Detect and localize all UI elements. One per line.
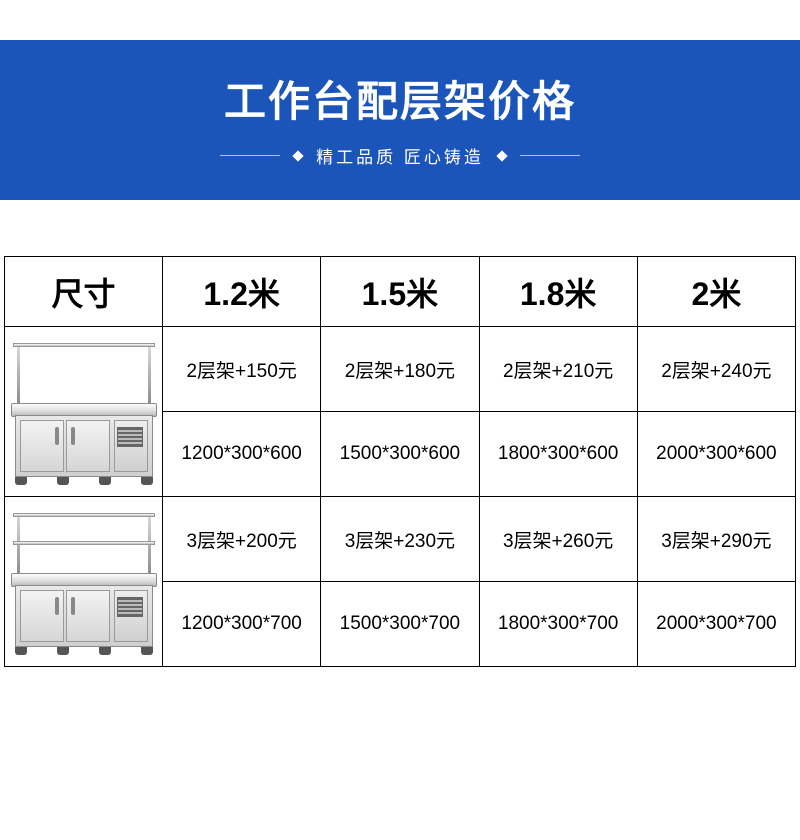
price-cell: 2层架+180元 (321, 327, 479, 412)
price-table-wrap: 尺寸 1.2米 1.5米 1.8米 2米 (4, 256, 796, 667)
workbench-3tier-icon (11, 507, 157, 657)
price-cell: 2层架+210元 (479, 327, 637, 412)
table-header-row: 尺寸 1.2米 1.5米 1.8米 2米 (5, 257, 796, 327)
price-cell: 3层架+260元 (479, 497, 637, 582)
price-cell: 3层架+230元 (321, 497, 479, 582)
dim-cell: 1200*300*700 (163, 582, 321, 667)
product-image-3tier (5, 497, 163, 667)
dim-cell: 2000*300*700 (637, 582, 795, 667)
banner-subtitle-wrap: 精工品质 匠心铸造 (0, 143, 800, 168)
dim-cell: 1800*300*700 (479, 582, 637, 667)
dim-cell: 2000*300*600 (637, 412, 795, 497)
col-header-2m: 2米 (637, 257, 795, 327)
decor-diamond-right (496, 150, 507, 161)
product-image-2tier (5, 327, 163, 497)
price-cell: 2层架+240元 (637, 327, 795, 412)
dim-cell: 1500*300*600 (321, 412, 479, 497)
workbench-2tier-icon (11, 337, 157, 487)
dim-cell: 1800*300*600 (479, 412, 637, 497)
dim-cell: 1200*300*600 (163, 412, 321, 497)
price-cell: 2层架+150元 (163, 327, 321, 412)
col-header-1-8m: 1.8米 (479, 257, 637, 327)
table-row: 3层架+200元 3层架+230元 3层架+260元 3层架+290元 (5, 497, 796, 582)
banner-subtitle: 精工品质 匠心铸造 (316, 143, 484, 168)
price-cell: 3层架+200元 (163, 497, 321, 582)
decor-line-right (520, 155, 580, 156)
col-header-size: 尺寸 (5, 257, 163, 327)
price-banner: 工作台配层架价格 精工品质 匠心铸造 (0, 40, 800, 200)
price-table: 尺寸 1.2米 1.5米 1.8米 2米 (4, 256, 796, 667)
banner-title: 工作台配层架价格 (0, 68, 800, 129)
col-header-1-5m: 1.5米 (321, 257, 479, 327)
table-row: 2层架+150元 2层架+180元 2层架+210元 2层架+240元 (5, 327, 796, 412)
decor-line-left (220, 155, 280, 156)
dim-cell: 1500*300*700 (321, 582, 479, 667)
price-cell: 3层架+290元 (637, 497, 795, 582)
decor-diamond-left (292, 150, 303, 161)
col-header-1-2m: 1.2米 (163, 257, 321, 327)
